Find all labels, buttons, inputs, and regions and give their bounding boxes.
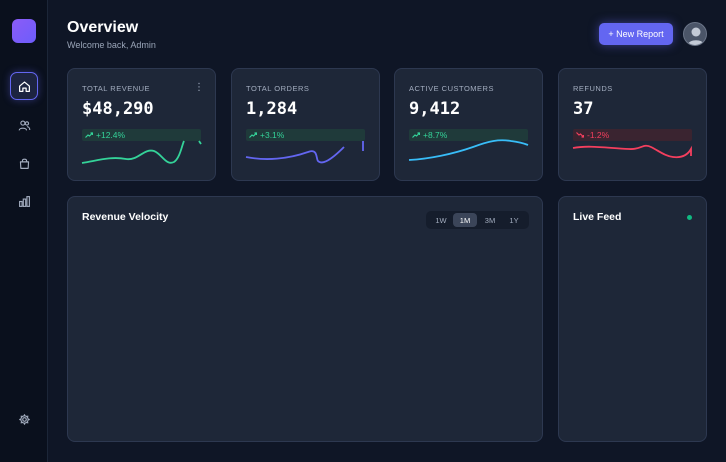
sparkline-customers bbox=[408, 139, 529, 161]
stat-label: TOTAL REVENUE bbox=[82, 84, 151, 93]
range-1w-button[interactable]: 1W bbox=[429, 213, 453, 227]
shopping-bag-icon bbox=[19, 158, 29, 169]
trend-value: -1.2% bbox=[587, 130, 610, 140]
bar-chart-icon bbox=[18, 195, 30, 207]
stat-label: TOTAL ORDERS bbox=[246, 84, 310, 93]
sidebar-item-orders[interactable] bbox=[10, 149, 38, 177]
sidebar bbox=[0, 0, 48, 462]
sparkline-refunds bbox=[572, 144, 692, 159]
panel-title: Revenue Velocity bbox=[82, 211, 169, 223]
stat-value: 37 bbox=[573, 99, 594, 119]
range-1m-button[interactable]: 1M bbox=[453, 213, 477, 227]
app-logo bbox=[12, 19, 36, 43]
sidebar-item-home[interactable] bbox=[10, 72, 38, 100]
trend-value: +8.7% bbox=[423, 130, 448, 140]
trend-value: +3.1% bbox=[260, 130, 285, 140]
page-subtitle: Welcome back, Admin bbox=[67, 40, 156, 50]
stat-label: REFUNDS bbox=[573, 84, 613, 93]
sparkline-revenue bbox=[81, 140, 202, 164]
stat-value: 9,412 bbox=[409, 99, 461, 119]
live-status-indicator bbox=[687, 215, 692, 220]
stat-card-total-orders: TOTAL ORDERS 1,284 +3.1% bbox=[231, 68, 380, 181]
live-feed-panel: Live Feed bbox=[558, 196, 707, 442]
stat-value: $48,290 bbox=[82, 99, 154, 119]
new-report-button[interactable]: + New Report bbox=[599, 23, 673, 45]
trend-up-icon bbox=[412, 132, 420, 138]
avatar[interactable] bbox=[683, 22, 707, 46]
more-options-icon[interactable]: ⋮ bbox=[194, 82, 204, 93]
revenue-velocity-panel: Revenue Velocity 1W 1M 3M 1Y bbox=[67, 196, 543, 442]
trend-down-icon bbox=[576, 132, 584, 138]
stat-card-refunds: REFUNDS 37 -1.2% bbox=[558, 68, 707, 181]
stat-label: ACTIVE CUSTOMERS bbox=[409, 84, 494, 93]
trend-value: +12.4% bbox=[96, 130, 126, 140]
sparkline-orders bbox=[245, 141, 364, 164]
stat-value: 1,284 bbox=[246, 99, 298, 119]
trend-up-icon bbox=[249, 132, 257, 138]
range-3m-button[interactable]: 3M bbox=[478, 213, 502, 227]
sidebar-item-analytics[interactable] bbox=[10, 187, 38, 215]
user-icon bbox=[687, 27, 705, 45]
trend-up-icon bbox=[85, 132, 93, 138]
trend-badge: +3.1% bbox=[246, 129, 365, 141]
stat-card-active-customers: ACTIVE CUSTOMERS 9,412 +8.7% bbox=[394, 68, 543, 181]
stat-card-total-revenue: TOTAL REVENUE ⋮ $48,290 +12.4% bbox=[67, 68, 216, 181]
users-icon bbox=[18, 119, 30, 131]
trend-badge: -1.2% bbox=[573, 129, 692, 141]
gear-icon bbox=[18, 413, 30, 425]
trend-badge: +12.4% bbox=[82, 129, 201, 141]
panel-title: Live Feed bbox=[573, 211, 622, 223]
sidebar-item-users[interactable] bbox=[10, 111, 38, 139]
trend-badge: +8.7% bbox=[409, 129, 528, 141]
range-1y-button[interactable]: 1Y bbox=[502, 213, 526, 227]
range-selector: 1W 1M 3M 1Y bbox=[426, 211, 529, 229]
home-icon bbox=[18, 80, 30, 92]
sidebar-item-settings[interactable] bbox=[10, 405, 38, 433]
page-title: Overview bbox=[67, 19, 139, 36]
